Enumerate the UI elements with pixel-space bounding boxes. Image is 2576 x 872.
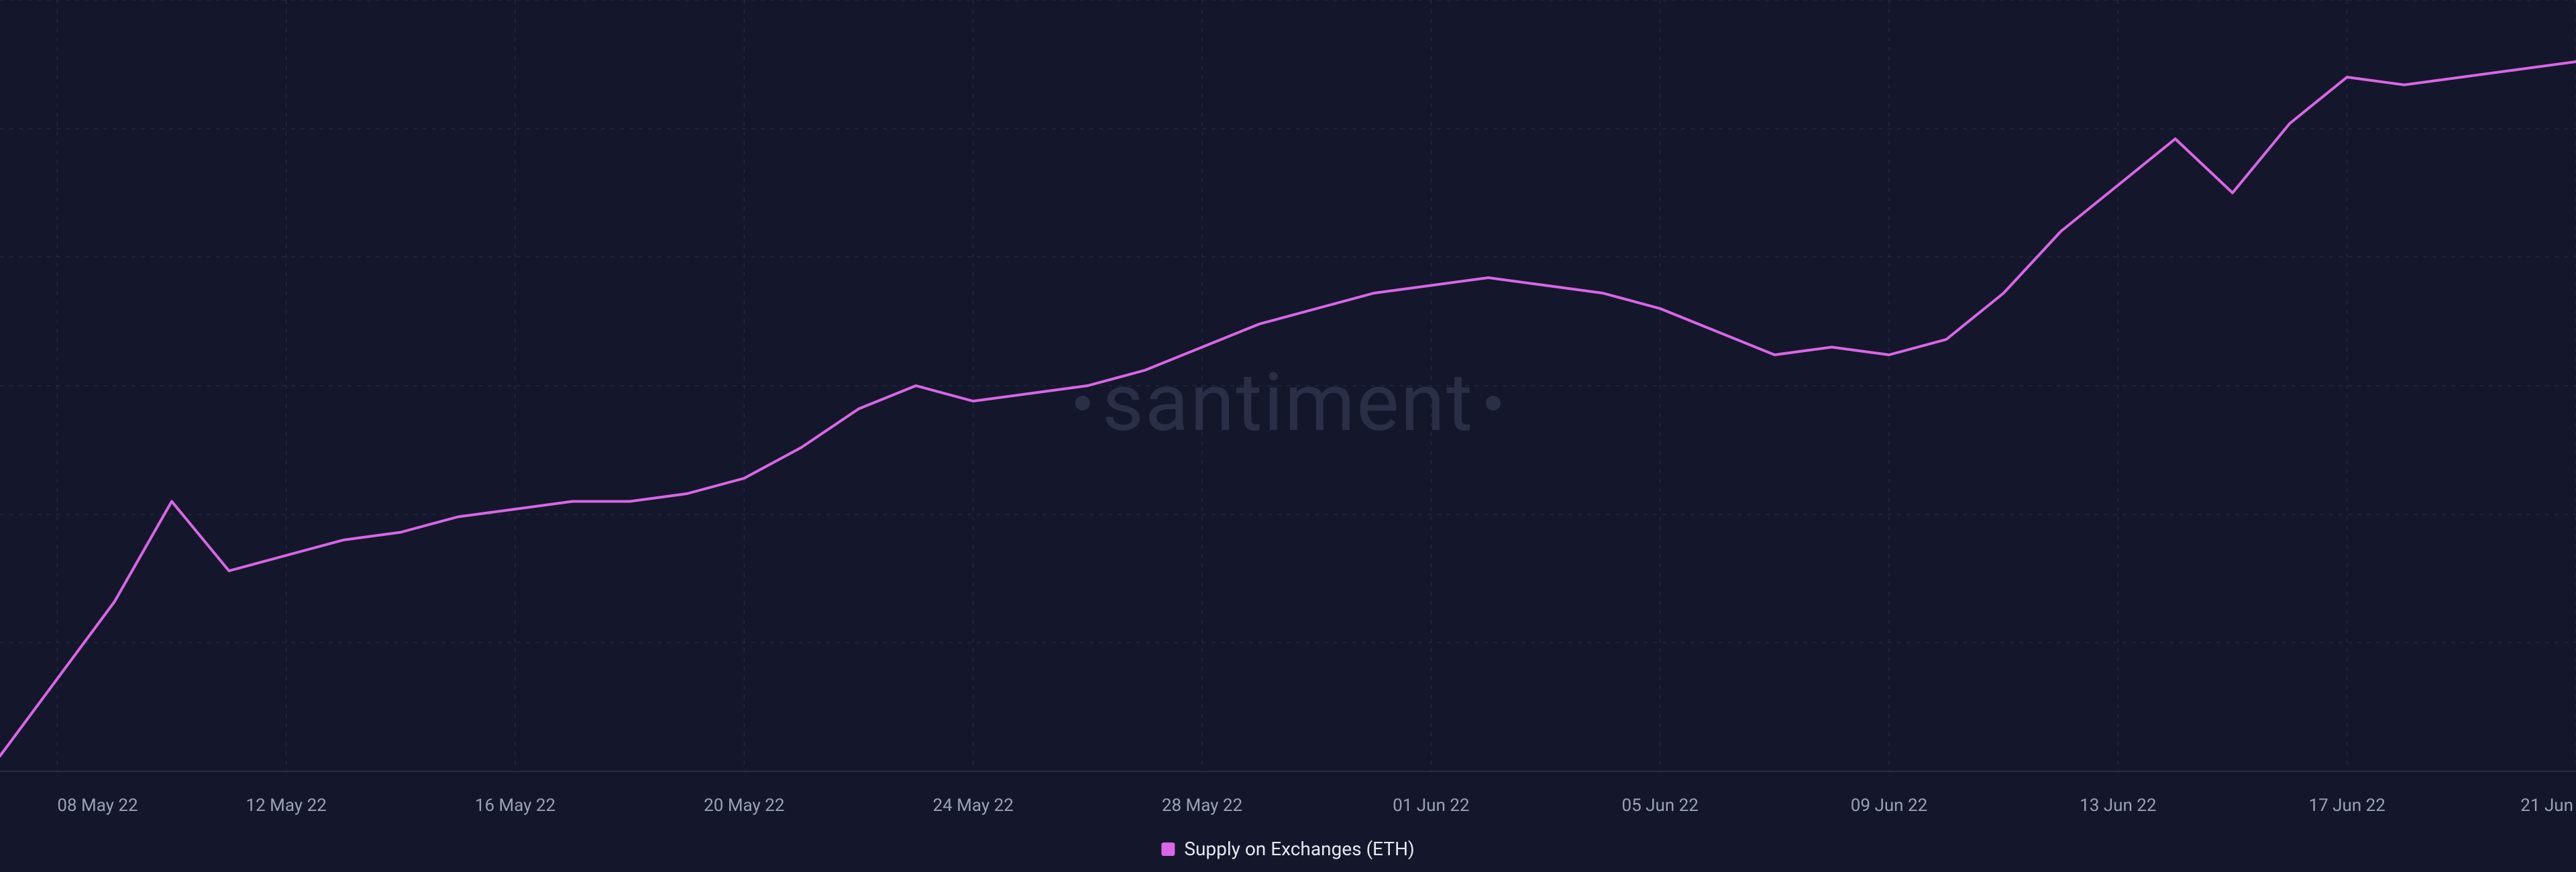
x-tick-label: 08 May 22: [57, 796, 138, 816]
chart-svg: [0, 0, 2576, 872]
grid-horizontal: [0, 0, 2576, 771]
chart-container: santiment 08 May 2212 May 2216 May 2220 …: [0, 0, 2576, 872]
legend[interactable]: Supply on Exchanges (ETH): [1161, 838, 1414, 860]
x-tick-label: 12 May 22: [246, 796, 327, 816]
x-tick-label: 20 May 22: [704, 796, 784, 816]
series-line: [0, 62, 2576, 756]
x-tick-label: 24 May 22: [933, 796, 1014, 816]
x-tick-label: 16 May 22: [475, 796, 555, 816]
x-tick-label: 01 Jun 22: [1393, 796, 1469, 816]
x-tick-label: 13 Jun 22: [2080, 796, 2156, 816]
x-tick-label: 17 Jun 22: [2308, 796, 2385, 816]
x-tick-label: 21 Jun: [2520, 796, 2573, 816]
x-tick-label: 05 Jun 22: [1621, 796, 1698, 816]
legend-label: Supply on Exchanges (ETH): [1184, 838, 1414, 860]
x-tick-label: 09 Jun 22: [1851, 796, 1927, 816]
x-tick-label: 28 May 22: [1162, 796, 1242, 816]
legend-swatch: [1161, 842, 1175, 856]
x-axis: 08 May 22 12 May 22 16 May 22 20 May 22 24 M…: [0, 796, 2576, 816]
